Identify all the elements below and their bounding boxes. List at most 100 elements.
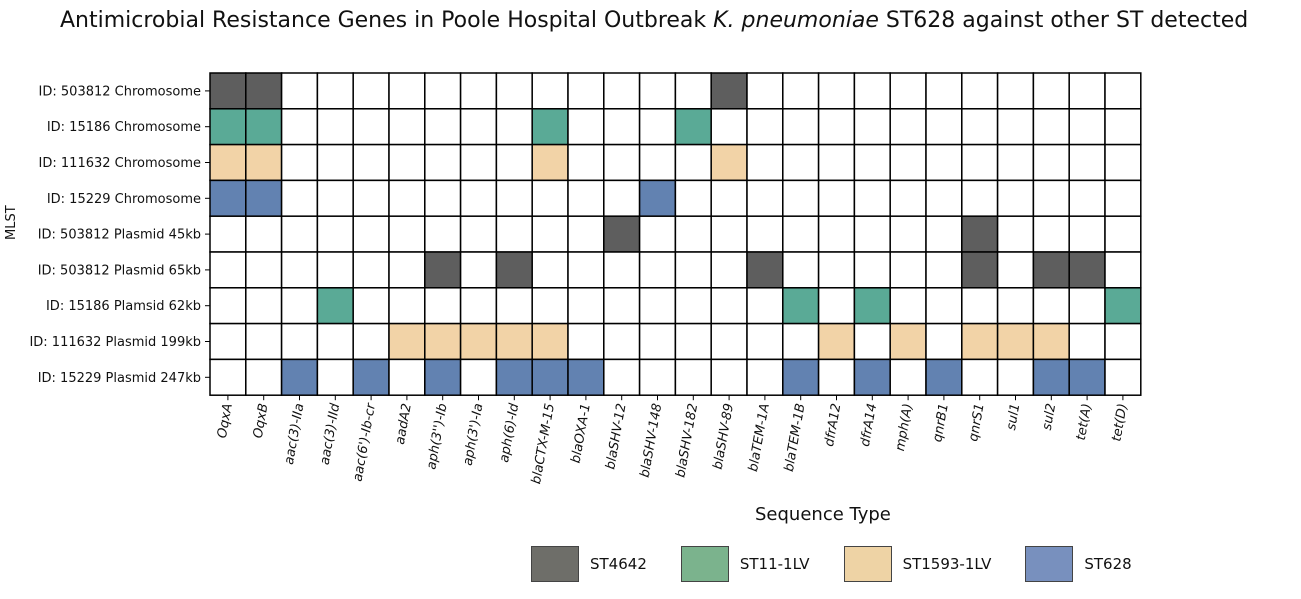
heatmap-cell-filled (925, 358, 963, 396)
heatmap-cell-empty (1032, 143, 1070, 182)
heatmap-cell-empty (710, 287, 748, 325)
heatmap-cell-empty (245, 251, 283, 289)
heatmap-cell-empty (388, 215, 426, 253)
heatmap-cell-empty (782, 72, 820, 110)
legend-swatch (1025, 546, 1074, 582)
heatmap-cell-filled (996, 322, 1035, 361)
y-tick-label: ID: 15186 Chromosome (47, 120, 201, 135)
heatmap-cell-empty (388, 72, 426, 110)
heatmap-cell-filled (603, 215, 641, 253)
heatmap-cell-filled (961, 215, 999, 253)
heatmap-cell-empty (853, 143, 891, 182)
heatmap-cell-empty (1104, 251, 1142, 289)
heatmap-cell-filled (1032, 322, 1070, 361)
heatmap-cell-empty (388, 251, 426, 289)
heatmap-cell-empty (782, 179, 820, 217)
heatmap-cell-empty (352, 108, 390, 146)
heatmap-cell-empty (280, 322, 319, 361)
heatmap-cell-empty (603, 287, 641, 325)
heatmap-cell-empty (925, 143, 963, 182)
heatmap-cell-empty (424, 108, 462, 146)
heatmap-cell-filled (495, 322, 533, 361)
heatmap-cell-filled (280, 358, 319, 396)
heatmap-cell-empty (1104, 143, 1142, 182)
y-tick-label: ID: 15229 Plasmid 247kb (38, 371, 201, 386)
heatmap-cell-filled (245, 72, 283, 110)
heatmap-cell-filled (531, 143, 569, 182)
heatmap-cell-empty (1068, 143, 1106, 182)
heatmap-cell-empty (638, 108, 677, 146)
x-tick-label: blaSHV-12 (603, 402, 629, 470)
chart-title-italic: K. pneumoniae (713, 8, 879, 33)
heatmap-cell-filled (424, 322, 462, 361)
heatmap-cell-filled (1068, 358, 1106, 396)
heatmap-cell-empty (316, 251, 354, 289)
heatmap-cell-empty (710, 215, 748, 253)
heatmap-cell-filled (531, 322, 569, 361)
heatmap-cell-empty (531, 251, 569, 289)
heatmap-cell-empty (352, 287, 390, 325)
legend-item: ST628 (1025, 546, 1132, 582)
heatmap-cell-empty (1104, 179, 1142, 217)
heatmap-cell-empty (674, 179, 712, 217)
heatmap-cell-empty (209, 322, 247, 361)
heatmap-cell-filled (245, 108, 283, 146)
heatmap-cell-filled (889, 322, 927, 361)
heatmap-cell-empty (710, 251, 748, 289)
y-tick-label: ID: 111632 Plasmid 199kb (29, 335, 201, 350)
heatmap-cell-empty (495, 287, 533, 325)
heatmap-cell-filled (1068, 251, 1106, 289)
heatmap-cell-filled (352, 358, 390, 396)
heatmap-cell-empty (316, 72, 354, 110)
heatmap-cell-empty (603, 143, 641, 182)
heatmap-cell-empty (567, 179, 605, 217)
heatmap-cell-empty (889, 287, 927, 325)
heatmap-cell-empty (638, 287, 677, 325)
chart-title-prefix: Antimicrobial Resistance Genes in Poole … (60, 8, 714, 33)
heatmap-cell-empty (567, 322, 605, 361)
heatmap-cell-filled (961, 322, 999, 361)
heatmap-cell-empty (245, 322, 283, 361)
heatmap-cell-empty (388, 179, 426, 217)
heatmap-cell-empty (603, 179, 641, 217)
heatmap-cell-empty (567, 215, 605, 253)
legend-item: ST1593-1LV (843, 546, 991, 582)
heatmap-cell-empty (280, 108, 319, 146)
heatmap-cell-filled (746, 251, 784, 289)
heatmap-cell-filled (961, 251, 999, 289)
heatmap-cell-empty (746, 322, 784, 361)
heatmap-cell-empty (531, 179, 569, 217)
heatmap-cell-empty (961, 179, 999, 217)
x-tick-label: blaCTX-M-15 (529, 402, 558, 485)
heatmap-cell-empty (352, 251, 390, 289)
heatmap-cell-empty (674, 215, 712, 253)
heatmap-cell-empty (638, 72, 677, 110)
heatmap-cell-empty (603, 251, 641, 289)
x-tick-label: blaSHV-148 (638, 402, 666, 479)
legend-swatch (531, 546, 579, 582)
heatmap-cell-empty (638, 143, 677, 182)
legend-label: ST628 (1084, 555, 1132, 573)
x-tick-label: blaSHV-89 (711, 402, 737, 470)
heatmap-cell-empty (817, 179, 856, 217)
heatmap-cell-filled (209, 179, 247, 217)
heatmap-cell-filled (531, 108, 569, 146)
heatmap-cell-filled (424, 358, 462, 396)
heatmap-cell-filled (1104, 287, 1142, 325)
x-tick-label: dfrA14 (858, 402, 880, 448)
heatmap-cell-filled (209, 72, 247, 110)
heatmap-cell-empty (925, 215, 963, 253)
heatmap-cell-empty (388, 108, 426, 146)
heatmap-cell-empty (280, 179, 319, 217)
chart-title-suffix: ST628 against other ST detected (878, 8, 1249, 33)
heatmap-cell-empty (245, 358, 283, 396)
y-tick-label: ID: 111632 Chromosome (39, 156, 201, 171)
x-tick-label: aph(3')-Ia (461, 402, 487, 467)
heatmap-cell-empty (316, 322, 354, 361)
y-tick-label: ID: 503812 Plasmid 65kb (38, 263, 201, 278)
heatmap-cell-empty (853, 215, 891, 253)
heatmap-cell-empty (1104, 358, 1142, 396)
heatmap-cell-empty (567, 108, 605, 146)
heatmap-cell-empty (424, 143, 462, 182)
x-tick-label: mph(A) (893, 402, 916, 452)
